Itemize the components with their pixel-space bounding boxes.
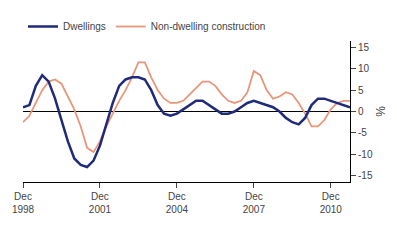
svg-text:0: 0 (358, 106, 364, 117)
svg-text:Dec2007: Dec2007 (243, 191, 266, 215)
svg-text:10: 10 (358, 63, 370, 74)
svg-text:Dwellings: Dwellings (63, 21, 106, 32)
svg-text:Non-dwelling construction: Non-dwelling construction (151, 21, 266, 32)
svg-text:Dec1998: Dec1998 (12, 191, 35, 215)
svg-text:5: 5 (358, 85, 364, 96)
svg-text:%: % (374, 106, 388, 117)
svg-text:Dec2010: Dec2010 (320, 191, 343, 215)
svg-text:15: 15 (358, 42, 370, 53)
svg-text:Dec2004: Dec2004 (166, 191, 189, 215)
svg-text:-10: -10 (358, 149, 373, 160)
svg-text:-5: -5 (358, 127, 367, 138)
svg-text:Dec2001: Dec2001 (89, 191, 112, 215)
svg-text:-15: -15 (358, 170, 373, 181)
